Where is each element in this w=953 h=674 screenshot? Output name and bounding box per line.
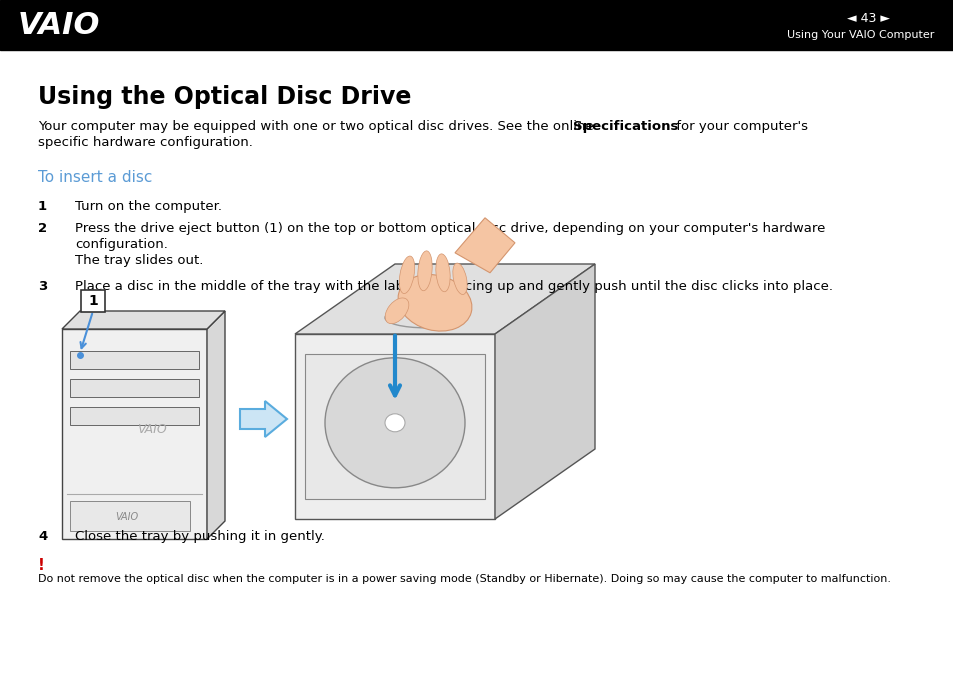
Text: 1: 1 (38, 200, 47, 213)
Text: 3: 3 (38, 280, 48, 293)
Polygon shape (495, 264, 595, 519)
Text: configuration.: configuration. (75, 238, 168, 251)
Ellipse shape (385, 414, 405, 432)
Bar (70, 379, 199, 397)
Ellipse shape (417, 251, 432, 290)
Text: ◄ 43 ►: ◄ 43 ► (846, 11, 889, 24)
Text: specific hardware configuration.: specific hardware configuration. (38, 136, 253, 149)
Text: for your computer's: for your computer's (671, 120, 807, 133)
Text: VAIO: VAIO (115, 512, 139, 522)
Text: 4: 4 (38, 530, 48, 543)
Bar (0, 0, 953, 50)
Text: Using Your VAIO Computer: Using Your VAIO Computer (786, 30, 933, 40)
Bar (294, 334, 495, 519)
Polygon shape (294, 264, 595, 334)
Bar (305, 354, 484, 499)
Polygon shape (207, 311, 225, 539)
Ellipse shape (416, 315, 434, 320)
Bar (62, 329, 207, 539)
Bar (70, 407, 199, 425)
Ellipse shape (436, 254, 450, 292)
Text: Place a disc in the middle of the tray with the label side facing up and gently : Place a disc in the middle of the tray w… (75, 280, 832, 293)
Text: Your computer may be equipped with one or two optical disc drives. See the onlin: Your computer may be equipped with one o… (38, 120, 598, 133)
Text: Close the tray by pushing it in gently.: Close the tray by pushing it in gently. (75, 530, 325, 543)
FancyBboxPatch shape (81, 290, 105, 312)
Text: Turn on the computer.: Turn on the computer. (75, 200, 222, 213)
Text: Specifications: Specifications (573, 120, 678, 133)
Ellipse shape (453, 263, 467, 295)
Text: Press the drive eject button (1) on the top or bottom optical disc drive, depend: Press the drive eject button (1) on the … (75, 222, 824, 235)
Text: VAIO: VAIO (137, 423, 167, 436)
Text: The tray slides out.: The tray slides out. (75, 254, 203, 267)
Polygon shape (62, 311, 225, 329)
Ellipse shape (399, 256, 415, 294)
Text: Using the Optical Disc Drive: Using the Optical Disc Drive (38, 85, 411, 109)
Text: VAIO: VAIO (18, 11, 100, 40)
Text: !: ! (38, 558, 45, 573)
Text: To insert a disc: To insert a disc (38, 170, 152, 185)
Ellipse shape (325, 358, 464, 488)
Bar (70, 351, 199, 369)
Text: 1: 1 (88, 294, 98, 308)
Bar (70, 501, 190, 531)
Ellipse shape (397, 274, 472, 331)
Text: 2: 2 (38, 222, 47, 235)
Ellipse shape (385, 308, 464, 328)
Ellipse shape (385, 298, 409, 324)
Text: Do not remove the optical disc when the computer is in a power saving mode (Stan: Do not remove the optical disc when the … (38, 574, 890, 584)
Polygon shape (455, 218, 515, 273)
Polygon shape (240, 401, 287, 437)
